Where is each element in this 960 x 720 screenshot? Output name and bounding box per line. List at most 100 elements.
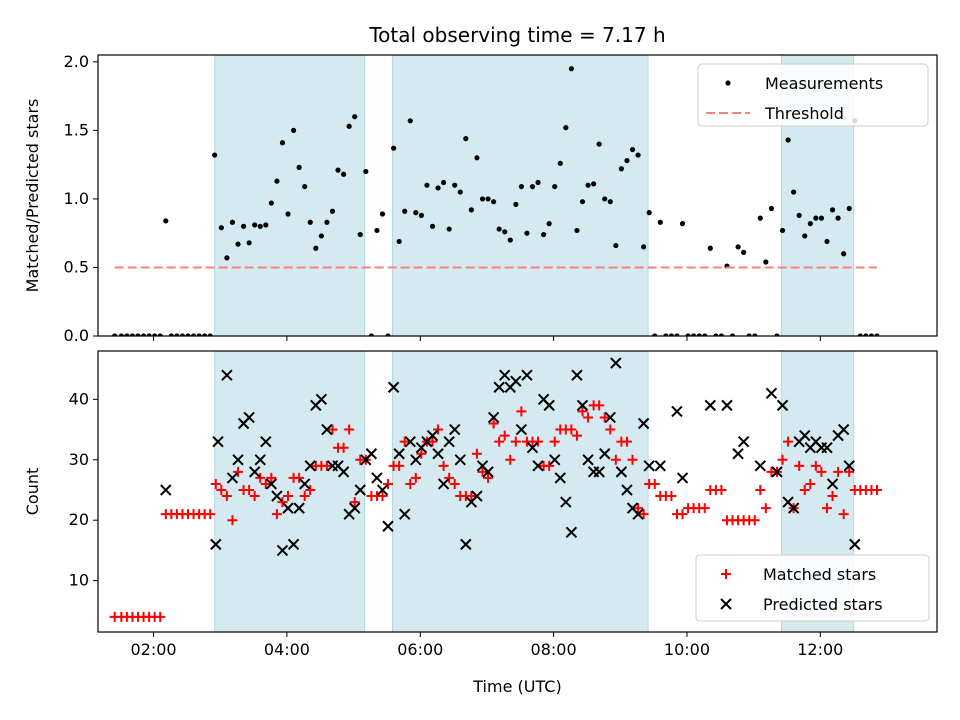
predicted-star-point [599,448,611,460]
measurement-point [529,183,536,190]
matched-star-point [760,503,771,514]
predicted-star-point [615,466,628,478]
measurement-point [157,333,163,336]
measurement-point [285,211,291,217]
x-tick-label: 08:00 [531,640,577,659]
x-tick-label: 10:00 [664,640,710,659]
measurement-point [435,185,441,191]
measurement-point [524,230,530,236]
measurement-point [507,237,513,243]
matched-star-point [566,424,577,435]
measurement-point [641,244,647,250]
plot-area [109,357,882,622]
y-tick-label: 40 [69,389,89,408]
matched-star-point [210,478,221,489]
matched-star-point [505,454,516,465]
predicted-star-point [643,460,655,472]
matched-star-point [827,491,838,502]
predicted-star-point [471,490,483,502]
matched-star-point [427,436,438,447]
measurement-point [763,259,769,265]
measurement-point [146,333,152,336]
predicted-star-point [449,423,461,436]
matched-star-point [244,484,255,495]
measurement-point [552,183,558,190]
matched-star-point [344,424,355,435]
measurement-point [546,221,552,227]
predicted-star-point [676,472,689,484]
predicted-star-point [554,472,566,484]
measurement-point [663,333,669,336]
measurement-point [491,199,497,205]
measurement-point [474,155,480,161]
measurement-point [279,140,286,146]
axes-frame [97,54,938,337]
predicted-star-point [837,423,850,436]
matched-star-point [499,430,510,441]
predicted-star-point [387,381,400,393]
measurement-point [140,333,147,336]
matched-star-point [260,478,271,489]
predicted-star-point [410,454,422,466]
matched-star-point [544,460,555,471]
matched-star-point [805,478,816,489]
measurement-point [646,210,652,216]
matched-star-point [666,491,677,502]
measurement-point [202,333,208,336]
predicted-star-point [493,381,505,393]
measurement-point [357,231,363,238]
measurement-point [418,212,424,218]
measurement-point [479,196,486,202]
predicted-star-point [482,466,494,478]
matched-star-point [833,466,844,477]
matched-star-point [416,448,427,459]
matched-star-point [327,424,338,435]
measurement-point [352,114,358,120]
matched-star-point [583,412,594,423]
predicted-star-point [765,387,778,400]
measurement-point [718,333,725,336]
measurement-point [824,238,830,245]
measurement-point [813,215,819,221]
predicted-star-point [593,466,605,478]
measurement-point [579,199,586,205]
predicted-star-point [437,478,450,490]
measurement-point [446,226,452,232]
measurement-point [774,333,780,336]
predicted-star-point [210,538,222,551]
predicted-star-point [265,478,278,490]
measurement-point [702,333,708,336]
predicted-star-point [298,478,311,490]
measurement-point [329,208,336,214]
measurement-point [635,152,641,158]
matched-star-point [283,491,294,502]
y-tick-label: 10 [69,571,89,590]
matched-star-point [433,424,444,435]
measurement-point [263,222,269,228]
matched-star-point [677,509,688,520]
predicted-star-point [248,466,261,478]
matched-star-point [605,424,616,435]
predicted-star-point [321,423,333,436]
matched-star-point [266,472,277,483]
predicted-star-point [304,460,316,472]
measurement-point [863,333,869,336]
matched-star-point [255,472,266,483]
measurement-point [129,333,136,336]
matched-star-point [577,406,588,417]
measurement-point [874,333,880,336]
measurement-point [468,207,474,213]
predicted-star-point [260,435,272,448]
measurement-point [729,333,736,336]
predicted-star-point [432,448,444,460]
measurement-point [274,178,280,184]
measurement-point [746,333,752,336]
plot-area [112,66,880,336]
predicted-star-point [787,502,800,514]
measurement-point [485,196,491,202]
matched-star-point [783,436,794,447]
x-tick-label: 04:00 [264,640,310,659]
measurement-point [240,223,247,229]
bottom-panel: 10 20 30 40 02:00 04:00 06:00 08:00 10:00 12:00 Co… [23,350,938,696]
matched-star-point [816,466,827,477]
